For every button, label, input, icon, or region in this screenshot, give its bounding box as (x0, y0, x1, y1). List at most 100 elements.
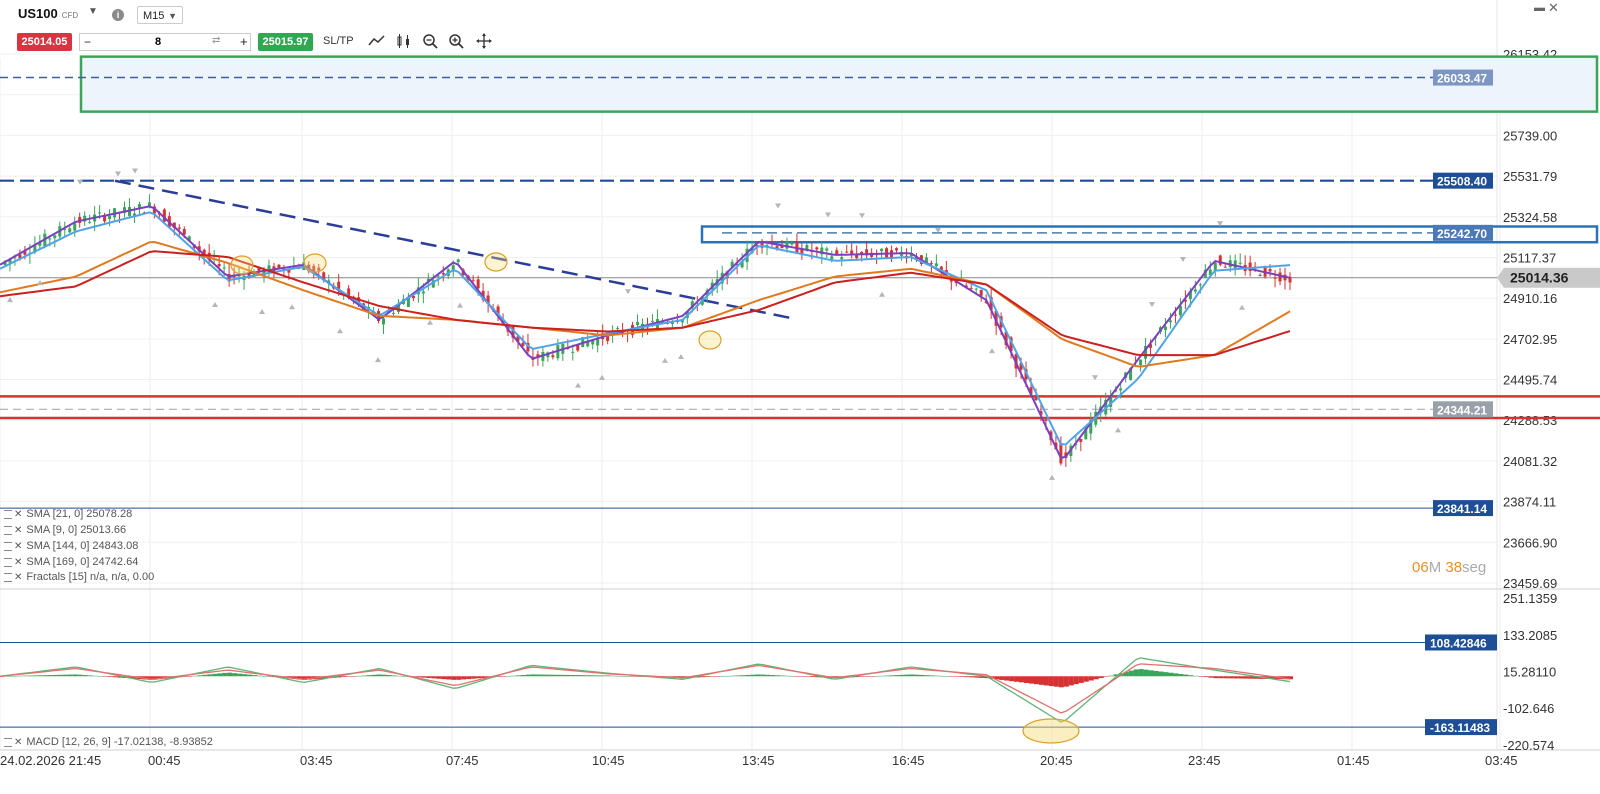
candle-body (431, 280, 435, 288)
macd-bar (32, 675, 38, 677)
macd-bar (929, 675, 935, 677)
candle-body (979, 289, 983, 296)
macd-bar (1083, 676, 1089, 682)
candle-body (571, 351, 575, 353)
macd-bar (745, 674, 751, 677)
candle-body (775, 246, 779, 249)
candle-body (1059, 442, 1063, 464)
candle-body (740, 261, 744, 268)
macd-bar (1198, 676, 1204, 677)
candle-body (252, 272, 256, 277)
sell-button[interactable]: 25014.05 (17, 33, 72, 51)
candle-body (1044, 419, 1048, 421)
level-label: 25242.70 (1437, 227, 1487, 241)
macd-bar (1268, 676, 1274, 679)
indicator-sma21[interactable]: ✕ SMA [21, 0] 25078.28 (4, 508, 132, 520)
macd-bar (1088, 676, 1094, 681)
candle-body (680, 320, 684, 323)
macd-bar (426, 676, 432, 679)
macd-bar (1203, 676, 1209, 678)
macd-bar (1158, 671, 1164, 677)
macd-bar (1038, 676, 1044, 685)
indicator-sma144[interactable]: ✕ SMA [144, 0] 24843.08 (4, 540, 138, 552)
candle-body (914, 256, 918, 260)
repeat-icon[interactable]: ⇄ (212, 35, 221, 46)
zoom-in-icon[interactable] (446, 31, 466, 51)
increase-button[interactable]: + (240, 34, 248, 49)
candle-body (322, 272, 326, 281)
macd-bar (889, 675, 895, 677)
level-label: 26033.47 (1437, 72, 1487, 86)
macd-bar (461, 676, 467, 680)
quantity-stepper[interactable]: − ⇄ + (79, 33, 251, 51)
fractal-arrow (662, 357, 668, 363)
sltp-button[interactable]: SL/TP (323, 35, 354, 47)
candle-body (1004, 331, 1008, 345)
candle-body (1129, 368, 1133, 381)
candle-body (730, 261, 734, 267)
macd-bar (511, 675, 517, 677)
indicator-fractals[interactable]: ✕ Fractals [15] n/a, n/a, 0.00 (4, 571, 154, 583)
macd-axis-tick: 251.1359 (1503, 591, 1557, 606)
minimize-icon[interactable]: ▬ (1534, 2, 1545, 14)
macd-bar (361, 675, 367, 677)
candle-body (924, 257, 928, 263)
macd-bar (1019, 676, 1025, 683)
indicator-macd[interactable]: ✕ MACD [12, 26, 9] -17.02138, -8.93852 (4, 736, 213, 748)
candle-body (1178, 305, 1182, 316)
fractal-arrow (859, 213, 865, 219)
candle-body (845, 251, 849, 253)
zoom-out-icon[interactable] (420, 31, 440, 51)
candle-body (850, 250, 854, 255)
chart-type-line-icon[interactable] (366, 31, 386, 51)
macd-bar (765, 674, 771, 677)
candle-body (725, 271, 729, 279)
instrument-symbol[interactable]: US100 CFD (18, 6, 79, 21)
candle-body (1218, 255, 1222, 265)
macd-bar (341, 676, 347, 678)
indicator-sma169[interactable]: ✕ SMA [169, 0] 24742.64 (4, 556, 138, 568)
macd-bar (47, 675, 53, 677)
macd-bar (530, 674, 536, 677)
chevron-down-icon[interactable]: ▼ (88, 6, 98, 17)
macd-bar (809, 676, 815, 678)
candle-body (48, 238, 52, 240)
macd-bar (117, 676, 123, 678)
macd-bar (252, 675, 258, 677)
info-icon[interactable]: i (112, 9, 124, 21)
macd-bar (1148, 670, 1154, 677)
macd-bar (600, 675, 606, 677)
macd-bar (261, 676, 267, 677)
macd-bar (774, 675, 780, 677)
fractal-arrow (457, 302, 463, 308)
timeframe-select[interactable]: M15 ▼ (137, 6, 183, 24)
macd-bar (799, 676, 805, 677)
candle-body (426, 278, 430, 282)
fractal-arrow (879, 291, 885, 297)
indicator-sma9[interactable]: ✕ SMA [9, 0] 25013.66 (4, 524, 126, 536)
buy-button[interactable]: 25015.97 (258, 33, 313, 51)
macd-bar (296, 676, 302, 680)
level-label: 25508.40 (1437, 175, 1487, 189)
quantity-input[interactable] (96, 35, 220, 49)
resistance-zone-green (79, 55, 1599, 113)
macd-bar (949, 676, 955, 677)
close-icon[interactable]: ✕ (1548, 0, 1559, 15)
candle-body (994, 310, 998, 326)
macd-bar (7, 676, 13, 677)
macd-bar (217, 673, 223, 677)
macd-bar (247, 674, 253, 677)
macd-bar (476, 676, 482, 679)
macd-bar (1004, 676, 1010, 681)
macd-bar (1108, 675, 1114, 677)
candle-body (576, 344, 580, 351)
decrease-button[interactable]: − (84, 35, 92, 49)
level-label: 24344.21 (1437, 403, 1487, 417)
macd-bar (1193, 675, 1199, 677)
macd-bar (1143, 669, 1149, 677)
move-crosshair-icon[interactable] (474, 31, 494, 51)
chart-type-candles-icon[interactable] (394, 31, 414, 51)
macd-bar (1138, 669, 1144, 677)
price-axis-tick: 25739.00 (1503, 128, 1557, 143)
